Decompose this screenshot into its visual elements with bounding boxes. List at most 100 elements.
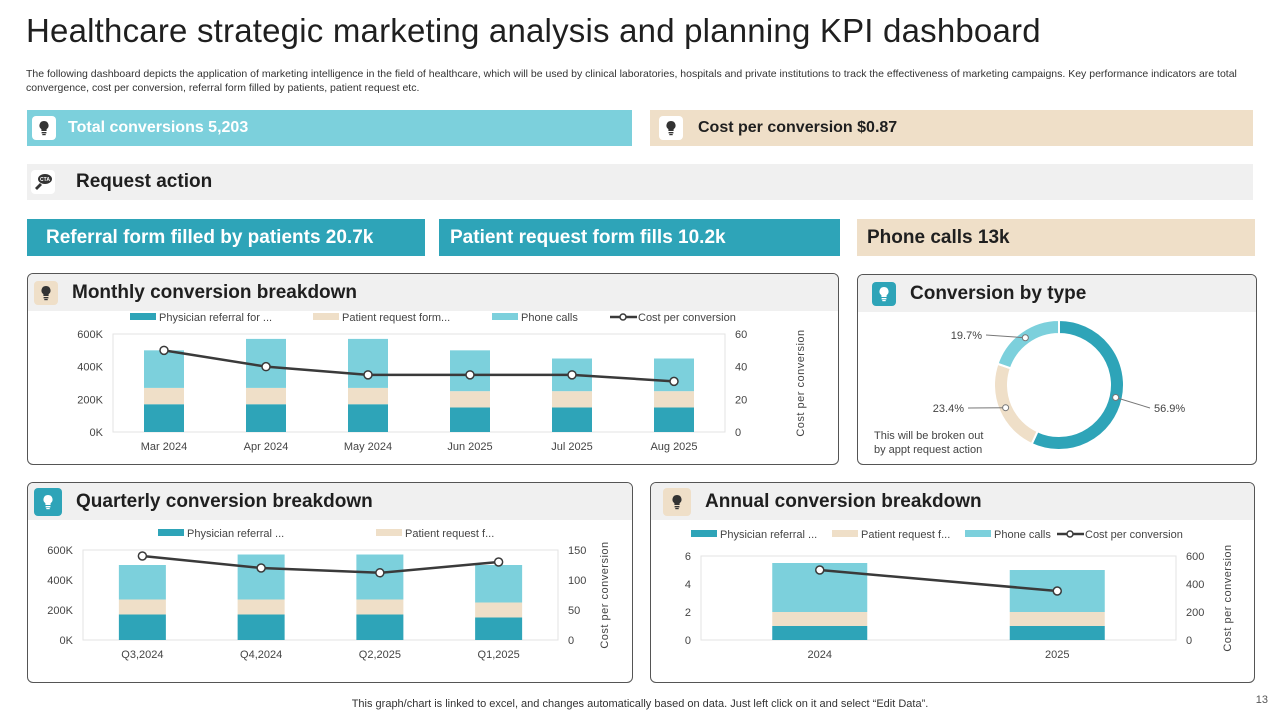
- lightbulb-icon: [659, 116, 683, 140]
- bar-segment: [118, 565, 166, 600]
- cost-line: [163, 349, 675, 383]
- x-tick-label: 2025: [1045, 649, 1069, 661]
- bar-segment: [475, 617, 523, 640]
- x-tick-label: Q3,2024: [121, 649, 163, 661]
- total-conversions-card[interactable]: Total conversions 5,203: [27, 110, 632, 146]
- bar-segment: [772, 612, 868, 626]
- legend-label: Phone calls: [994, 529, 1051, 541]
- cost-point: [375, 568, 385, 578]
- monthly-conversion-panel: Monthly conversion breakdown 0K 200K 400K 6…: [27, 273, 839, 465]
- request-action-bar[interactable]: CTA Request action: [27, 164, 1253, 200]
- bar-segment: [450, 407, 490, 432]
- x-tick-label: 2024: [808, 649, 832, 661]
- monthly-panel-header: Monthly conversion breakdown: [28, 274, 838, 311]
- bar-segment: [348, 404, 388, 432]
- y2-tick-label: 0: [1186, 635, 1192, 647]
- phone-calls-card[interactable]: Phone calls 13k: [857, 219, 1255, 256]
- leader-point: [1002, 404, 1010, 412]
- legend-label: Patient request f...: [405, 528, 494, 540]
- legend-swatch: [832, 530, 858, 537]
- lightbulb-icon: [32, 116, 56, 140]
- cost-point: [159, 345, 169, 356]
- y-tick-label: 600K: [77, 329, 103, 341]
- chart-annotation: by appt request action: [874, 444, 982, 456]
- legend-label: Patient request f...: [861, 529, 950, 541]
- donut-slice: [1030, 318, 1125, 451]
- bar-segment: [144, 404, 184, 432]
- svg-text:CTA: CTA: [40, 177, 50, 183]
- cost-point: [669, 376, 679, 387]
- referral-form-card[interactable]: Referral form filled by patients 20.7k: [27, 219, 425, 256]
- conversion-by-type-chart[interactable]: 56.9% 23.4% 19.7% This will be broken out by…: [858, 312, 1256, 464]
- monthly-conversion-chart[interactable]: 0K 200K 400K 600K 0 20 40 60 Cost per conversion…: [28, 311, 838, 464]
- bar-segment: [246, 404, 286, 432]
- slice-label: 19.7%: [951, 330, 982, 342]
- y2-axis-title: Cost per conversion: [795, 329, 807, 436]
- legend-label: Phone calls: [521, 312, 578, 324]
- legend-swatch: [313, 313, 339, 320]
- cost-per-conversion-card[interactable]: Cost per conversion $0.87: [650, 110, 1253, 146]
- y2-tick-label: 150: [568, 545, 586, 557]
- x-tick-label: Jul 2025: [551, 441, 593, 453]
- quarterly-panel-title: Quarterly conversion breakdown: [76, 490, 373, 512]
- y2-tick-label: 600: [1186, 551, 1204, 563]
- quarterly-conversion-chart[interactable]: 0K 200K 400K 600K 0 50 100 150 Cost per conversi…: [28, 520, 632, 682]
- legend-label: Cost per conversion: [638, 312, 736, 324]
- bar-segment: [348, 338, 388, 388]
- chart-annotation: This will be broken out: [874, 430, 983, 442]
- bar-segment: [356, 599, 404, 615]
- bar-segment: [450, 391, 490, 408]
- legend-line-marker: [619, 313, 627, 321]
- plot-area: [112, 333, 726, 433]
- patient-request-label: Patient request form fills 10.2k: [450, 226, 726, 248]
- y2-tick-label: 20: [735, 394, 747, 406]
- y2-tick-label: 400: [1186, 579, 1204, 591]
- quarterly-panel-header: Quarterly conversion breakdown: [28, 483, 632, 520]
- y2-axis-title: Cost per conversion: [599, 541, 611, 648]
- bar-segment: [144, 350, 184, 388]
- legend-label: Cost per conversion: [1085, 529, 1183, 541]
- y2-tick-label: 60: [735, 329, 747, 341]
- cost-point: [493, 557, 504, 567]
- y-tick-label: 600K: [47, 545, 73, 557]
- cta-icon: CTA: [31, 170, 55, 194]
- legend-swatch: [691, 530, 717, 537]
- y-tick-label: 2: [685, 607, 691, 619]
- bar-segment: [348, 387, 388, 405]
- bar-segment: [552, 391, 592, 408]
- donut-slice: [996, 318, 1060, 370]
- slice-label: 23.4%: [933, 403, 964, 415]
- bar-segment: [552, 407, 592, 432]
- lightbulb-icon: [872, 281, 896, 306]
- type-panel-title: Conversion by type: [910, 282, 1087, 304]
- page-title: Healthcare strategic marketing analysis …: [26, 12, 1041, 49]
- x-tick-label: Apr 2024: [244, 441, 289, 453]
- cost-point: [465, 370, 475, 380]
- bar-segment: [654, 391, 694, 408]
- legend-label: Physician referral ...: [720, 529, 817, 541]
- patient-request-card[interactable]: Patient request form fills 10.2k: [439, 219, 840, 256]
- x-tick-label: Jun 2025: [447, 441, 492, 453]
- y-tick-label: 6: [685, 551, 691, 563]
- bar-segment: [475, 602, 523, 618]
- legend-label: Physician referral ...: [187, 528, 284, 540]
- cost-point: [137, 551, 148, 561]
- legend-swatch: [492, 313, 518, 320]
- cost-per-conversion-label: Cost per conversion $0.87: [698, 119, 898, 136]
- y-tick-label: 4: [685, 579, 691, 591]
- phone-calls-label: Phone calls 13k: [867, 226, 1010, 248]
- donut-slice: [993, 362, 1039, 446]
- x-tick-label: Aug 2025: [650, 441, 697, 453]
- cost-point: [815, 565, 825, 575]
- bar-segment: [246, 387, 286, 405]
- type-panel-header: Conversion by type: [858, 275, 1256, 312]
- bar-segment: [144, 387, 184, 405]
- plot-area: [82, 549, 559, 641]
- bar-segment: [1009, 626, 1105, 640]
- y-tick-label: 0K: [60, 635, 74, 647]
- legend-swatch: [965, 530, 991, 537]
- y-tick-label: 200K: [47, 605, 73, 617]
- y-tick-label: 400K: [77, 362, 103, 374]
- y2-tick-label: 0: [735, 427, 741, 439]
